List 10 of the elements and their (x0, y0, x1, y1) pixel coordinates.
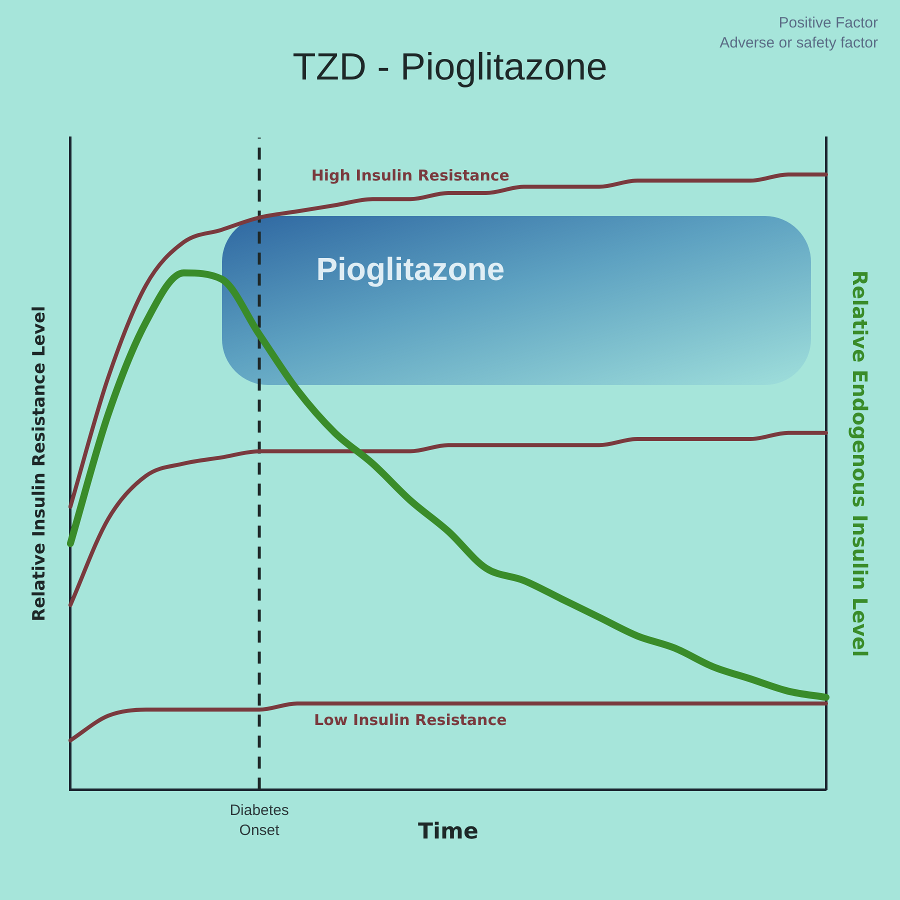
chart-title: TZD - Pioglitazone (292, 46, 608, 88)
series-label: Low Insulin Resistance (314, 710, 507, 729)
x-axis-title: Time (418, 820, 478, 845)
y-axis-title: Relative Insulin Resistance Level (30, 306, 50, 622)
text: Positive Factor (778, 14, 878, 32)
text: Diabetes Onset (230, 802, 289, 840)
y2-axis-title: Relative Endogenous Insulin Level (848, 270, 872, 657)
series-label: High Insulin Resistance (311, 166, 510, 184)
text: Adverse or safety factor (720, 34, 878, 52)
annotation: Pioglitazone (316, 251, 505, 288)
